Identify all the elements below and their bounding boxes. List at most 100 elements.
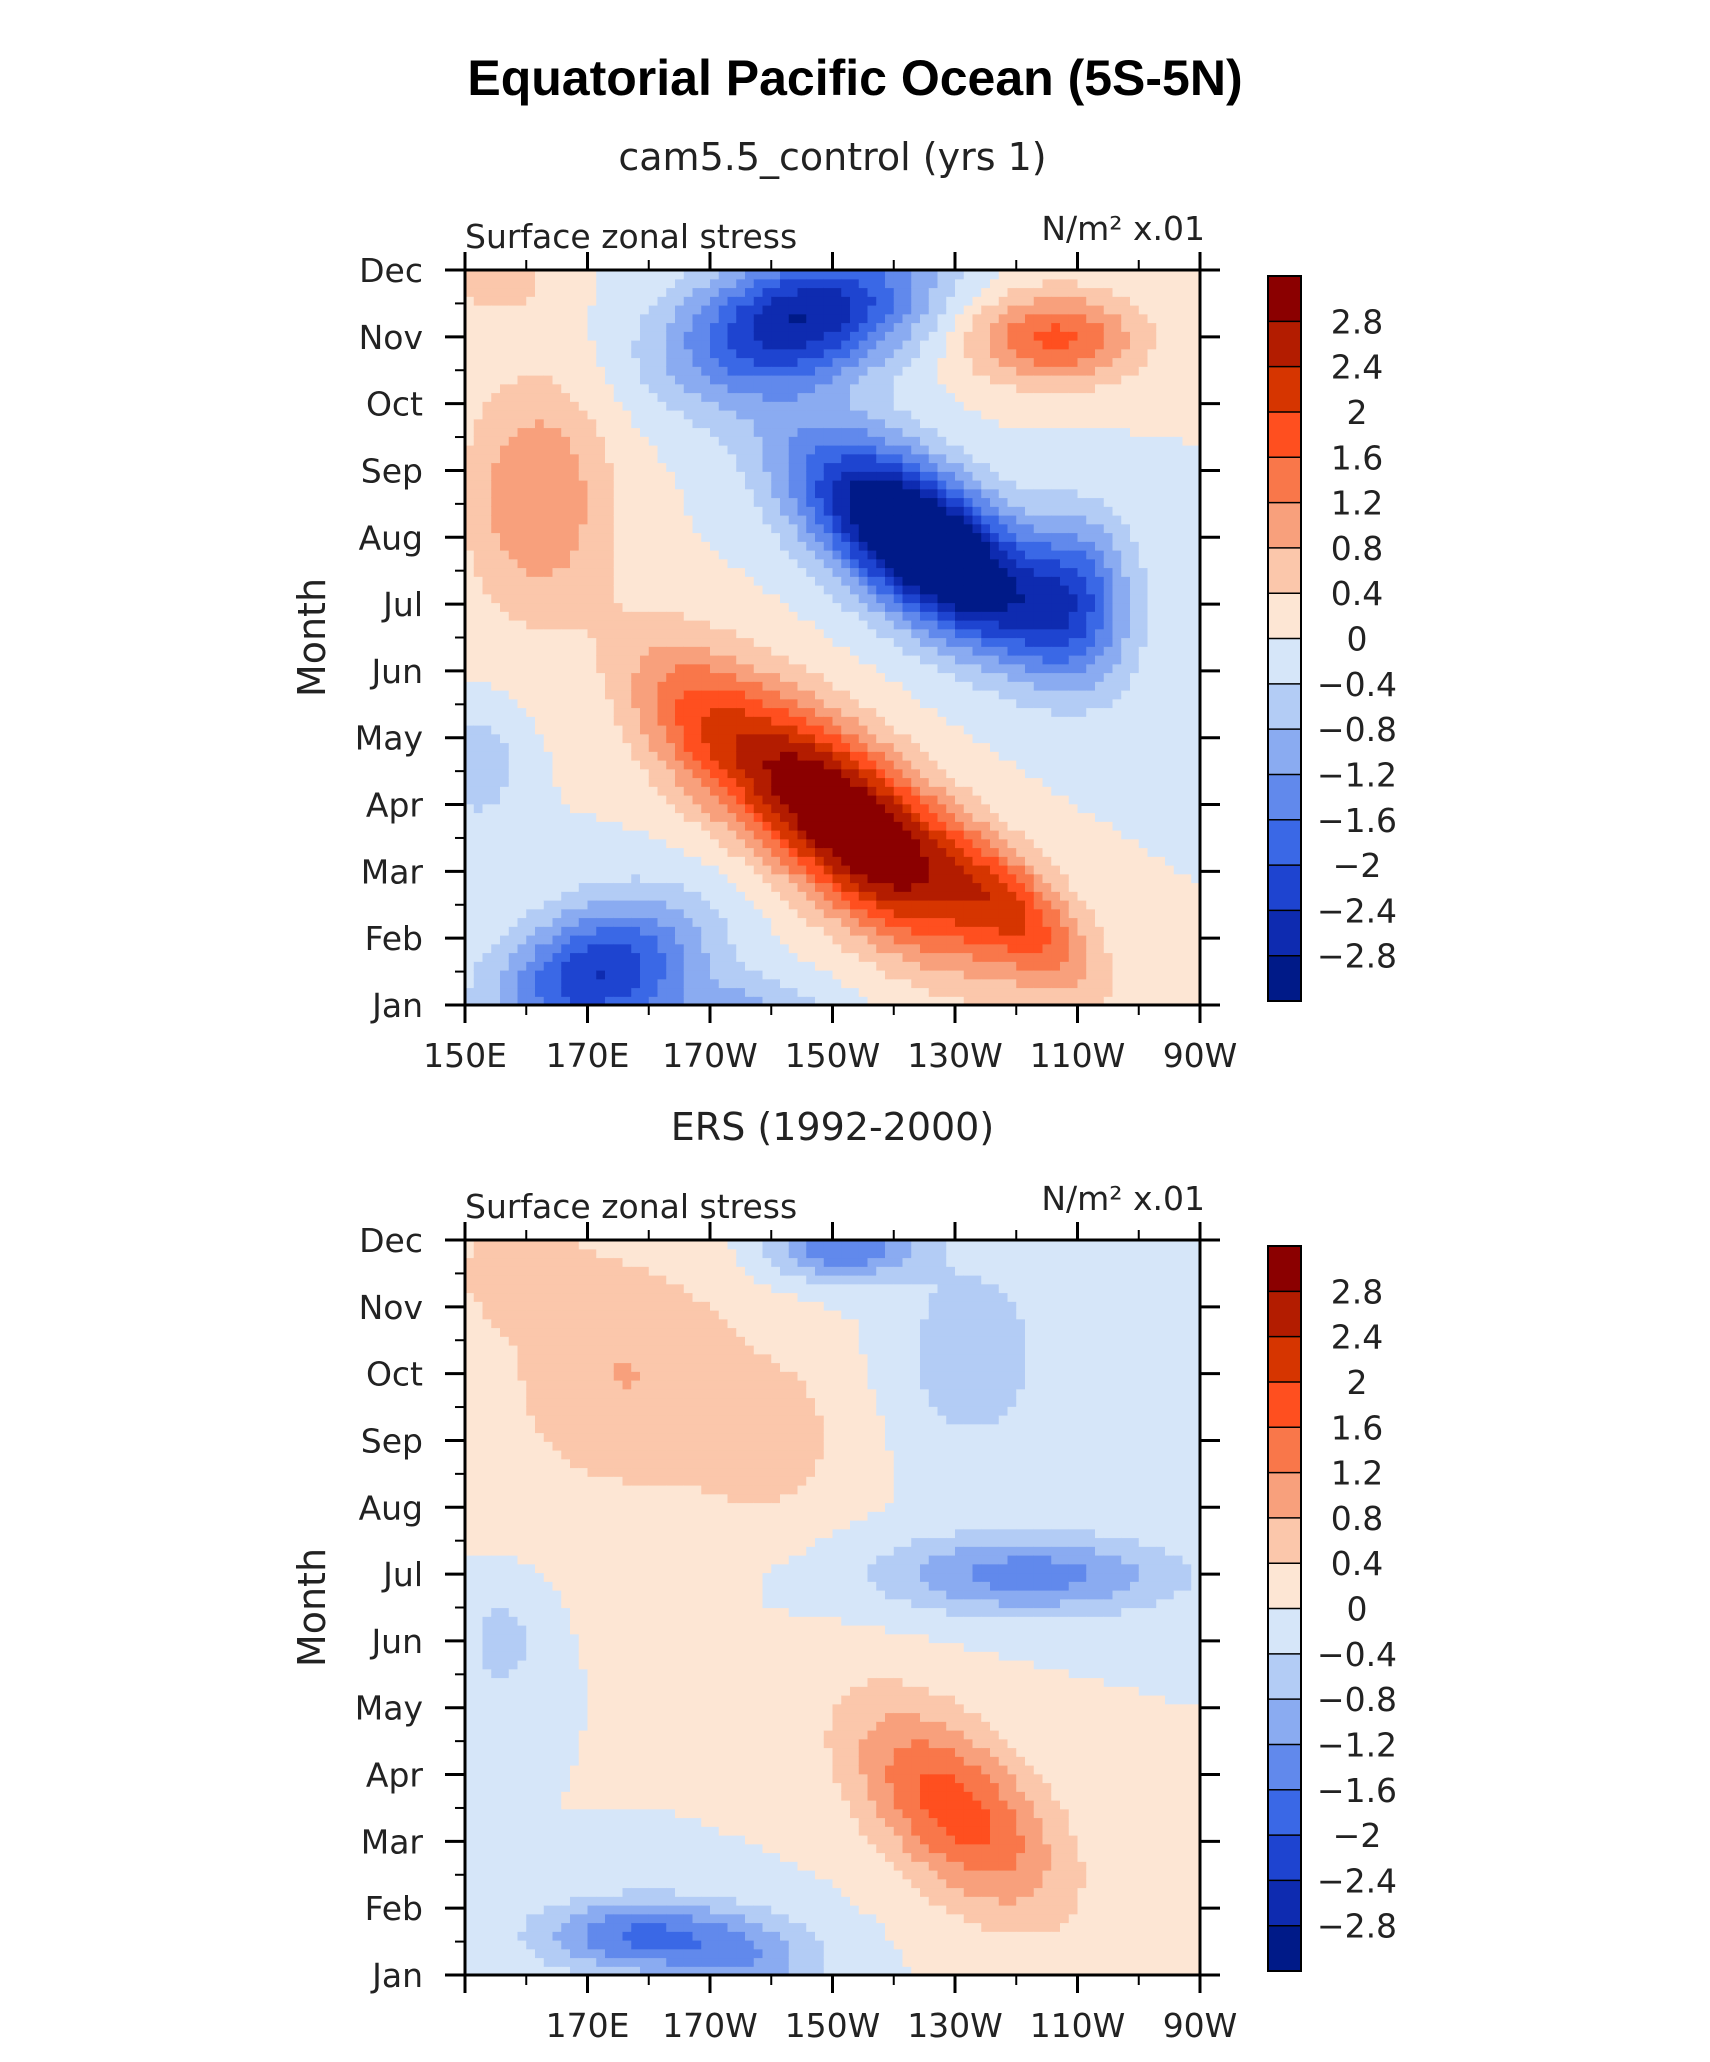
heatmap-cell xyxy=(798,891,807,900)
heatmap-cell xyxy=(623,909,632,918)
heatmap-cell xyxy=(920,760,929,769)
heatmap-cell xyxy=(561,795,570,804)
heatmap-cell xyxy=(929,638,938,647)
heatmap-cell xyxy=(561,585,570,594)
heatmap-cell xyxy=(658,804,667,813)
heatmap-cell xyxy=(623,489,632,498)
heatmap-cell xyxy=(798,366,807,375)
heatmap-cell xyxy=(675,498,684,507)
heatmap-cell xyxy=(684,690,693,699)
heatmap-cell xyxy=(771,909,780,918)
heatmap-cell xyxy=(929,716,938,725)
heatmap-cell xyxy=(693,384,702,393)
heatmap-cell xyxy=(483,629,492,638)
heatmap-cell xyxy=(710,935,719,944)
heatmap-cell xyxy=(754,690,763,699)
heatmap-cell xyxy=(483,384,492,393)
heatmap-cell xyxy=(649,865,658,874)
heatmap-cell xyxy=(649,751,658,760)
heatmap-cell xyxy=(710,349,719,358)
heatmap-cell xyxy=(955,865,964,874)
heatmap-cell xyxy=(579,620,588,629)
heatmap-cell xyxy=(500,366,509,375)
heatmap-cell xyxy=(833,716,842,725)
heatmap-cell xyxy=(631,961,640,970)
heatmap-cell xyxy=(710,786,719,795)
heatmap-cell xyxy=(623,498,632,507)
heatmap-cell xyxy=(903,900,912,909)
heatmap-cell xyxy=(868,891,877,900)
heatmap-cell xyxy=(693,638,702,647)
heatmap-cell xyxy=(841,568,850,577)
heatmap-cell xyxy=(806,603,815,612)
heatmap-cell xyxy=(640,795,649,804)
heatmap-cell xyxy=(754,699,763,708)
heatmap-cell xyxy=(841,734,850,743)
heatmap-cell xyxy=(675,926,684,935)
heatmap-cell xyxy=(675,568,684,577)
heatmap-cell xyxy=(850,839,859,848)
heatmap-cell xyxy=(789,734,798,743)
heatmap-cell xyxy=(649,935,658,944)
heatmap-cell xyxy=(710,410,719,419)
heatmap-cell xyxy=(859,480,868,489)
heatmap-cell xyxy=(675,760,684,769)
heatmap-cell xyxy=(649,620,658,629)
heatmap-cell xyxy=(684,751,693,760)
heatmap-cell xyxy=(771,410,780,419)
heatmap-cell xyxy=(509,716,518,725)
heatmap-cell xyxy=(973,550,982,559)
heatmap-cell xyxy=(701,664,710,673)
heatmap-cell xyxy=(518,323,527,332)
heatmap-cell xyxy=(588,900,597,909)
heatmap-cell xyxy=(474,401,483,410)
heatmap-cell xyxy=(518,926,527,935)
heatmap-cell xyxy=(666,358,675,367)
heatmap-cell xyxy=(771,646,780,655)
heatmap-cell xyxy=(684,288,693,297)
heatmap-cell xyxy=(605,769,614,778)
heatmap-cell xyxy=(920,314,929,323)
heatmap-cell xyxy=(570,611,579,620)
heatmap-cell xyxy=(693,611,702,620)
heatmap-cell xyxy=(526,918,535,927)
heatmap-cell xyxy=(789,918,798,927)
heatmap-cell xyxy=(745,821,754,830)
heatmap-cell xyxy=(535,681,544,690)
heatmap-cell xyxy=(885,786,894,795)
heatmap-cell xyxy=(631,795,640,804)
heatmap-cell xyxy=(544,708,553,717)
heatmap-cell xyxy=(491,900,500,909)
heatmap-cell xyxy=(911,629,920,638)
heatmap-cell xyxy=(684,585,693,594)
heatmap-cell xyxy=(666,988,675,997)
heatmap-cell xyxy=(570,445,579,454)
heatmap-cell xyxy=(841,393,850,402)
heatmap-cell xyxy=(806,970,815,979)
heatmap-cell xyxy=(946,401,955,410)
heatmap-cell xyxy=(518,891,527,900)
heatmap-cell xyxy=(964,419,973,428)
heatmap-cell xyxy=(973,883,982,892)
heatmap-cell xyxy=(728,541,737,550)
heatmap-cell xyxy=(561,506,570,515)
heatmap-cell xyxy=(841,699,850,708)
heatmap-cell xyxy=(491,611,500,620)
heatmap-cell xyxy=(535,463,544,472)
heatmap-cell xyxy=(859,646,868,655)
heatmap-cell xyxy=(701,410,710,419)
heatmap-cell xyxy=(658,716,667,725)
heatmap-cell xyxy=(920,288,929,297)
heatmap-cell xyxy=(544,603,553,612)
heatmap-cell xyxy=(693,305,702,314)
heatmap-cell xyxy=(605,778,614,787)
heatmap-cell xyxy=(929,524,938,533)
heatmap-cell xyxy=(955,900,964,909)
heatmap-cell xyxy=(474,524,483,533)
heatmap-cell xyxy=(824,953,833,962)
heatmap-cell xyxy=(710,751,719,760)
heatmap-cell xyxy=(526,401,535,410)
heatmap-cell xyxy=(701,935,710,944)
heatmap-cell xyxy=(570,340,579,349)
heatmap-cell xyxy=(518,664,527,673)
